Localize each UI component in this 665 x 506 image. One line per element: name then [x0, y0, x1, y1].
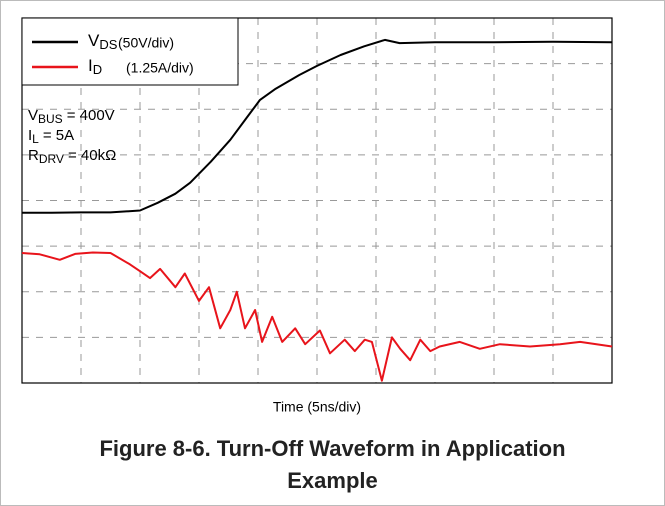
plot-border: [21, 17, 613, 384]
legend-name: V: [88, 31, 100, 50]
legend-label: ID: [88, 56, 102, 77]
legend-scale: (1.25A/div): [126, 60, 194, 76]
series-line: [21, 251, 613, 382]
annotation-sub: L: [32, 132, 39, 146]
legend-name-sub: D: [93, 62, 102, 77]
annotation-text: = 40kΩ: [68, 147, 116, 164]
annotation: IL = 5A: [28, 127, 74, 146]
annotation-main: V: [28, 107, 38, 124]
annotation: RDRV = 40kΩ: [28, 147, 116, 166]
x-axis-label: Time (5ns/div): [273, 399, 361, 415]
annotation-text: = 5A: [43, 127, 74, 144]
annotation-text: = 400V: [67, 107, 115, 124]
series-line: [22, 38, 613, 214]
annotation-sub: BUS: [38, 112, 63, 126]
legend-box: [21, 17, 239, 86]
chart: Time (5ns/div) VDS (50V/div)ID (1.25A/div)…: [21, 17, 613, 415]
annotation-sub: DRV: [39, 152, 64, 166]
figure-caption: Figure 8-6. Turn-Off Waveform in Applica…: [99, 436, 566, 493]
legend-scale: (50V/div): [118, 35, 174, 51]
annotation: VBUS = 400V: [28, 107, 115, 126]
legend-name-sub: DS: [99, 37, 117, 52]
annotation-main: R: [28, 147, 39, 164]
legend-name: I: [88, 56, 93, 75]
legend-label: VDS: [88, 31, 118, 52]
annotation-main: I: [28, 127, 32, 144]
